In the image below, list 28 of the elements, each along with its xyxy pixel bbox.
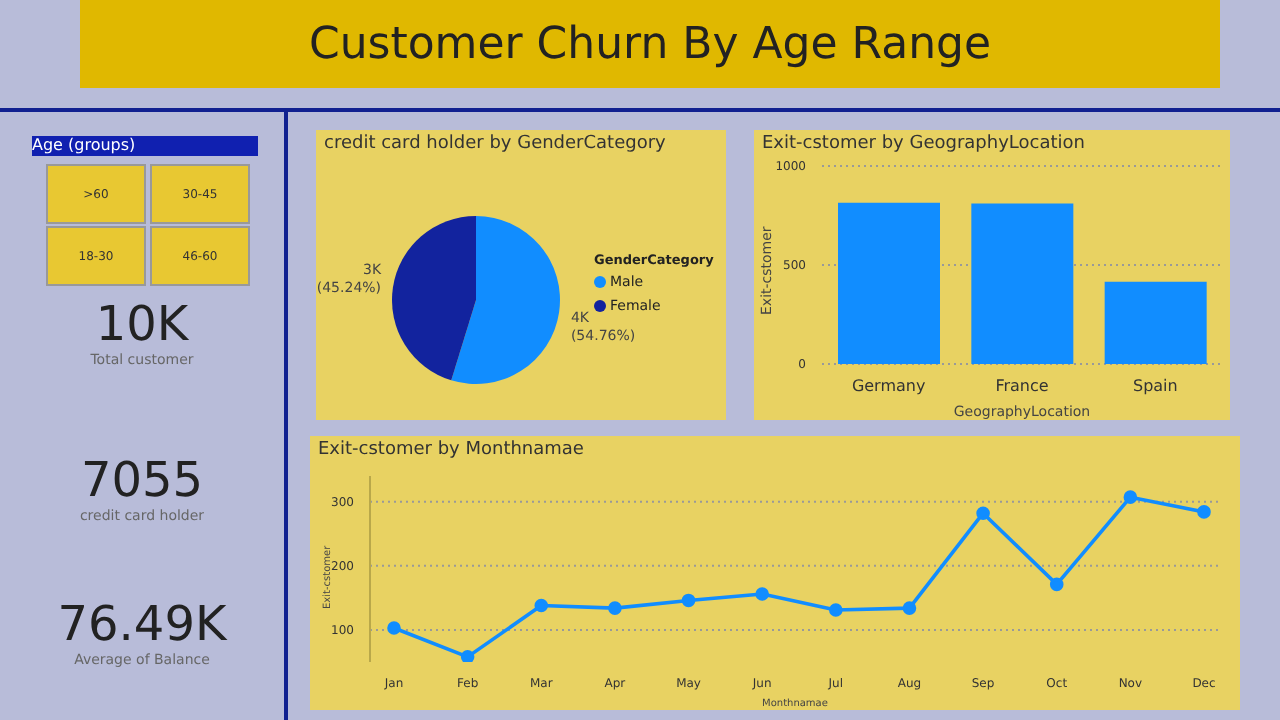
text: 76.49K <box>55 596 229 652</box>
x-tick-label: France <box>995 377 1049 396</box>
point <box>1197 505 1211 519</box>
x-tick-label: Spain <box>1132 377 1178 396</box>
pie-slice <box>392 216 476 381</box>
text: Customer Churn By Age Range <box>308 19 992 69</box>
pie-slice <box>451 216 560 384</box>
chart-title: Exit-cstomer by GeographyLocation <box>762 134 1085 154</box>
point <box>976 506 990 520</box>
point <box>829 603 843 617</box>
point <box>534 598 549 613</box>
point <box>1049 577 1064 592</box>
point <box>755 587 769 601</box>
bar <box>1104 281 1207 364</box>
chart-title: Exit-cstomer by Monthnamae <box>318 440 584 460</box>
text: 10K <box>93 296 191 352</box>
chart-title: credit card holder by GenderCategory <box>324 134 666 154</box>
text: 7055 <box>78 452 206 508</box>
point <box>902 601 917 615</box>
point <box>1123 490 1138 504</box>
point <box>387 621 401 635</box>
bar <box>971 203 1074 364</box>
point <box>608 601 622 615</box>
bar <box>838 202 940 364</box>
legend-title: Age (groups) <box>32 136 258 156</box>
point <box>460 650 475 662</box>
point <box>681 593 696 608</box>
x-tick-label: Germany <box>851 377 926 396</box>
